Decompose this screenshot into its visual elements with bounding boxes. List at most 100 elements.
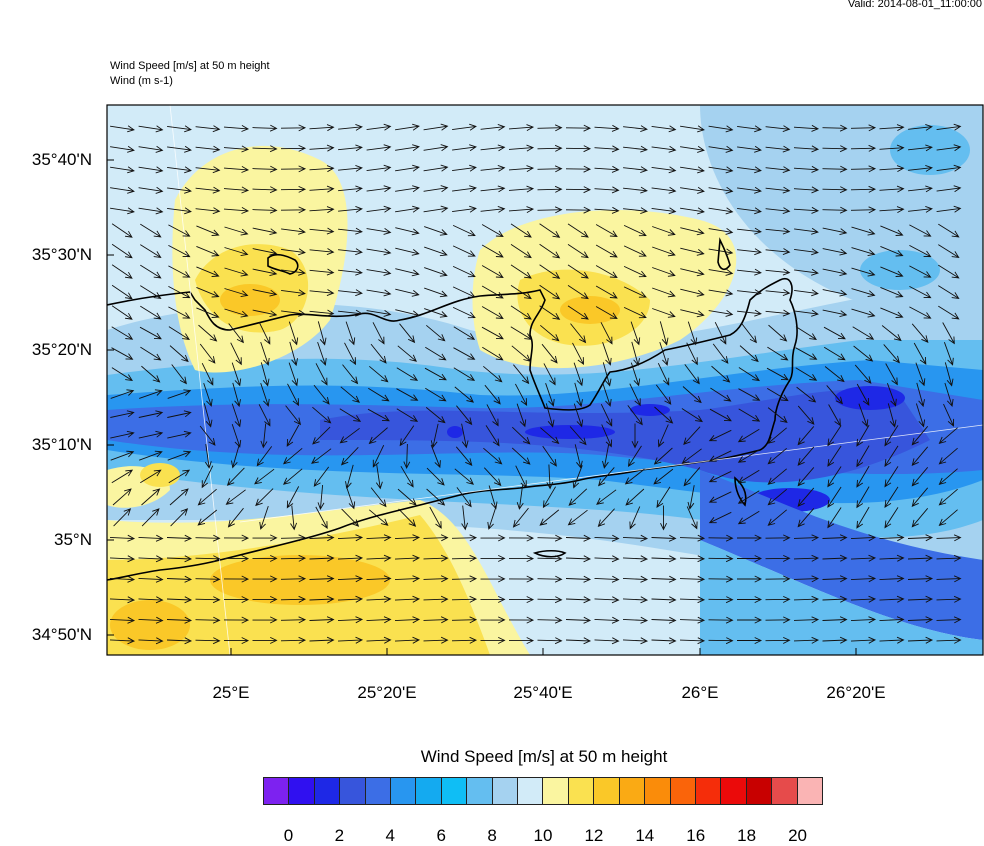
wind-arrow [480,144,506,152]
wind-arrow [167,145,192,153]
wind-arrow [196,266,220,277]
wind-arrow [281,227,306,235]
wind-arrow [879,616,905,624]
wind-arrow [227,507,244,528]
wind-arrow [623,207,648,215]
wind-arrow [712,343,729,364]
wind-arrow [793,616,820,624]
wind-arrow [537,185,563,193]
wind-arrow [572,465,583,489]
wind-arrow [537,206,563,214]
wind-arrow [915,403,926,428]
wind-arrow [424,267,448,277]
wind-arrow [366,289,392,297]
wind-arrow [252,248,278,256]
wind-arrow [140,264,162,279]
wind-arrow [231,423,242,448]
wind-arrow [337,534,364,542]
colorbar-swatch [670,778,696,804]
wind-arrow [943,403,955,427]
wind-arrow [657,363,670,386]
wind-arrow [797,426,815,446]
wind-arrow [938,305,960,320]
wind-arrow [594,596,620,604]
wind-arrow [913,342,927,365]
wind-arrow [916,382,925,408]
wind-arrow [338,309,363,317]
wind-arrow [768,324,788,342]
wind-arrow [911,446,929,466]
colorbar-swatch [391,778,417,804]
wind-arrow [602,342,612,366]
wind-arrow [231,362,242,387]
wind-arrow [737,596,763,604]
wind-arrow [313,384,330,405]
wind-arrow [938,427,958,444]
wind-arrow [822,595,848,603]
wind-arrow [682,386,702,404]
wind-arrow [858,403,869,428]
wind-arrow [765,248,791,256]
wind-arrow [366,228,392,235]
wind-arrow [480,554,506,562]
wind-arrow [827,486,842,508]
wind-arrow [737,186,762,194]
wind-arrow [366,269,392,276]
wind-arrow [944,362,954,387]
wind-arrow [654,406,674,424]
wind-arrow [430,444,441,469]
wind-arrow [824,366,845,383]
wind-arrow [856,424,870,447]
colorbar-tick-label: 0 [283,826,294,845]
wind-arrow [224,288,249,298]
wind-arrow [426,467,445,486]
wind-arrow [423,616,449,624]
wind-arrow [879,595,905,603]
wind-arrow [880,266,904,277]
wind-arrow [651,596,677,604]
wind-arrow [851,226,876,236]
wind-arrow [201,363,214,386]
wind-arrow [852,326,875,340]
wind-arrow [597,508,615,528]
wind-arrow [915,362,926,387]
wind-arrow [622,637,649,645]
wind-arrow [679,555,706,563]
wind-arrow [483,467,502,487]
wind-arrow [481,224,504,238]
wind-arrow [109,616,136,624]
wind-arrow [455,446,473,466]
wind-arrow [656,486,671,508]
plot-frame [106,104,984,656]
wind-arrow [252,145,278,153]
wind-arrow [286,486,300,509]
wind-arrow [938,285,960,299]
wind-arrow [936,185,962,193]
wind-arrow [737,145,762,153]
colorbar-swatch [264,778,290,804]
wind-arrow [797,446,815,466]
wind-arrow [481,285,504,299]
wind-arrow [280,144,307,152]
wind-arrow [623,186,648,194]
wind-arrow [167,207,192,215]
wind-arrow [679,616,706,624]
wind-arrow [195,637,221,645]
wind-arrow [453,326,476,340]
wind-arrow [508,185,535,193]
plot-title: Wind Speed [m/s] at 50 m height [110,60,270,72]
wind-arrow [797,487,815,507]
wind-arrow [797,508,815,528]
wind-arrow [203,382,213,407]
lon-label: 25°E [212,683,250,702]
wind-arrow [737,428,760,443]
wind-arrow [508,596,535,604]
wind-arrow [714,322,727,345]
wind-arrow [309,289,335,297]
wind-arrow [423,185,449,193]
wind-arrow [938,223,960,238]
wind-arrow [260,423,268,449]
wind-arrow [280,554,307,562]
wind-arrow [880,307,904,318]
wind-arrow [511,447,531,465]
